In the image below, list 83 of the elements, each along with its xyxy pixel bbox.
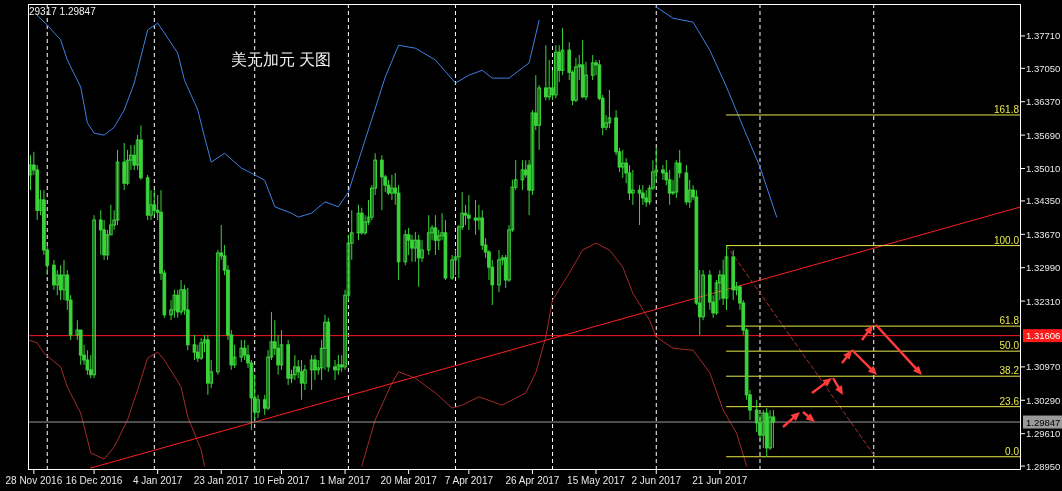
candlestick [724, 245, 729, 311]
candlestick [420, 239, 424, 263]
y-tick-label: 1.32310 [1026, 295, 1061, 307]
candlestick [661, 164, 665, 181]
candlestick [771, 409, 776, 449]
ref-line-label: 1.29847 [1026, 416, 1061, 428]
line-series [36, 14, 540, 218]
x-tick-label: 1 Mar 2017 [319, 475, 371, 486]
candlestick [309, 354, 314, 391]
candlestick [55, 269, 60, 296]
candlestick [28, 154, 33, 191]
series-label: 100.0 [993, 234, 1020, 246]
candlestick [637, 184, 642, 226]
x-tick-label: 15 May 2017 [567, 475, 626, 486]
x-tick-label: 20 Mar 2017 [380, 475, 438, 486]
candlestick [631, 169, 635, 206]
series-label: 161.8 [993, 103, 1020, 115]
candlestick [256, 394, 260, 419]
series-label: 50.0 [999, 340, 1020, 352]
candlestick [426, 214, 431, 256]
x-tick-label: 26 Apr 2017 [505, 475, 560, 486]
candlestick [356, 204, 361, 241]
y-tick-label: 1.34350 [1026, 195, 1061, 207]
y-tick-label: 1.37710 [1026, 30, 1061, 42]
candlestick [293, 354, 297, 381]
series-label: 23.6 [999, 395, 1020, 407]
y-tick-label: 1.32990 [1026, 262, 1061, 274]
candlestick [179, 279, 183, 316]
x-tick-label: 4 Jan 2017 [132, 475, 183, 486]
line-series [655, 6, 778, 218]
candlestick [547, 59, 552, 101]
candlestick [620, 149, 625, 179]
candlestick [403, 229, 408, 266]
y-tick-label: 1.33670 [1026, 228, 1061, 240]
candlestick [92, 214, 96, 379]
candlestick [590, 54, 595, 81]
x-tick-label: 28 Nov 2016 [5, 475, 63, 486]
y-tick-label: 1.35010 [1026, 163, 1061, 174]
candlestick [467, 194, 471, 231]
candlestick [761, 409, 766, 449]
candlestick [115, 149, 120, 226]
candlestick [554, 44, 558, 99]
y-tick-label: 1.30970 [1026, 361, 1061, 373]
candlestick [413, 231, 418, 263]
series-label: 61.8 [999, 315, 1020, 327]
candlestick [473, 199, 478, 236]
candlestick [279, 329, 284, 371]
line-series [361, 242, 748, 467]
y-tick-label: 1.28950 [1026, 460, 1061, 472]
candlestick [85, 349, 90, 376]
x-tick-label: 16 Dec 2016 [65, 475, 123, 486]
candlestick [239, 339, 244, 363]
candlestick [416, 234, 421, 288]
candlestick [574, 57, 578, 103]
candlestick [152, 189, 157, 216]
annotation: 美元加元 天图 [231, 51, 332, 68]
candlestick [607, 89, 612, 129]
series-label: 0.0 [1005, 445, 1020, 457]
candlestick [62, 259, 66, 301]
ref-line-label: 1.31606 [1026, 330, 1061, 342]
y-tick-label: 1.29610 [1026, 428, 1061, 440]
candlestick [584, 61, 588, 101]
candlestick [52, 259, 56, 291]
candlestick [359, 207, 364, 236]
candlestick [98, 209, 103, 256]
line-series [28, 339, 206, 467]
candlestick [433, 214, 438, 256]
x-tick-label: 2 Jun 2017 [631, 475, 682, 486]
candlestick [768, 409, 772, 451]
y-tick-label: 1.35690 [1026, 129, 1061, 141]
x-tick-label: 7 Apr 2017 [444, 475, 494, 486]
candlestick [580, 39, 585, 99]
x-tick-label: 23 Jan 2017 [193, 475, 250, 486]
candlestick [122, 142, 127, 191]
candlestick [172, 289, 177, 319]
x-tick-label: 21 Jun 2017 [692, 475, 748, 486]
series-label: 38.2 [999, 365, 1020, 377]
y-tick-label: 1.30290 [1026, 394, 1061, 406]
y-tick-label: 1.36370 [1026, 96, 1061, 108]
y-tick-label: 1.37050 [1026, 62, 1061, 74]
x-tick-label: 10 Feb 2017 [253, 475, 310, 486]
candlestick [450, 254, 454, 281]
annotation: 29317 1.29847 [29, 6, 97, 17]
